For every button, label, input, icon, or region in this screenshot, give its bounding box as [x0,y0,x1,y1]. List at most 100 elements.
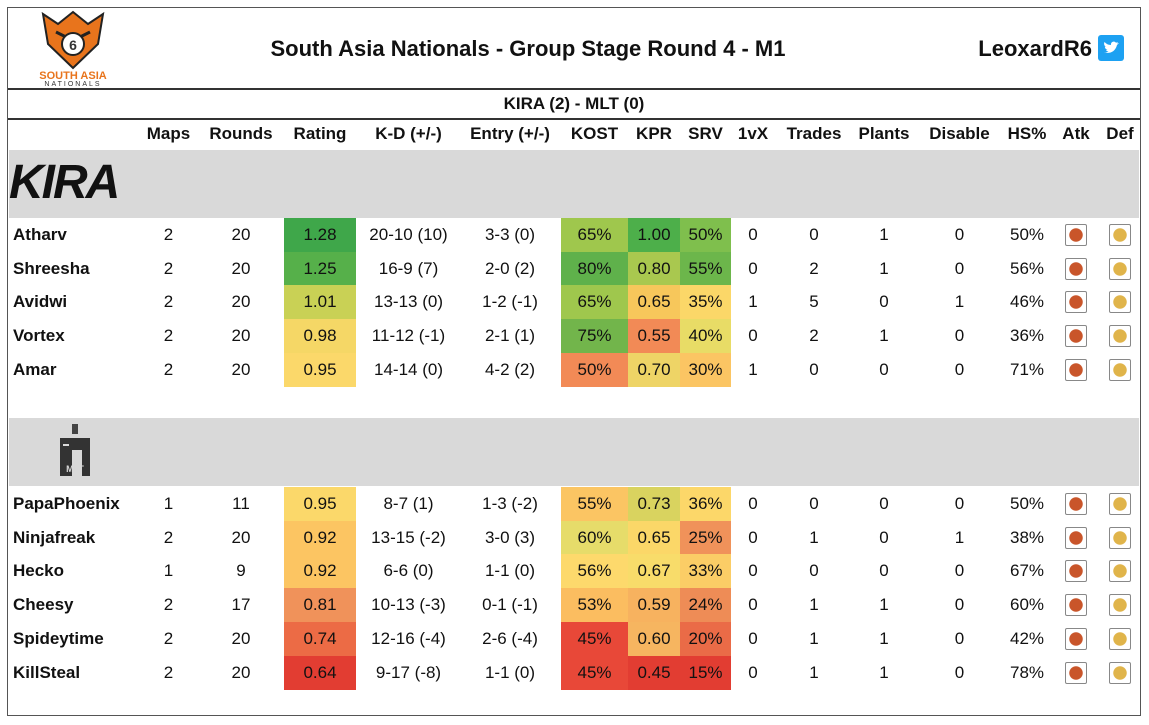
cell-onevx: 0 [748,628,758,648]
cell-rating: 1.01 [284,285,356,320]
cell-disable: 0 [954,662,965,682]
cell-rating: 0.95 [284,487,356,521]
team-banner-mlt: MLT [9,418,1139,486]
cell-plants: 1 [879,225,889,244]
team-logo-mlt: MLT [54,424,96,482]
cell-disable: 1 [954,527,965,547]
cell-kd: 12-16 (-4) [371,628,446,648]
player-name: Hecko [13,561,65,581]
cell-trades: 2 [809,326,819,346]
cell-plants: 1 [879,628,889,648]
operator-mask-icon [1065,493,1087,515]
cell-maps: 2 [163,359,174,379]
operator-yellow-web-icon [1109,224,1131,246]
player-row: Amar 2 20 0.95 14-14 (0) 4-2 (2) 50% 0.70 30% 1 0 0… [8,352,1140,387]
cell-rating: 0.92 [284,520,356,555]
cell-kpr: 0.55 [628,319,680,354]
cell-trades: 0 [809,359,819,379]
cell-onevx: 0 [748,258,758,278]
cell-trades: 2 [809,258,819,278]
cell-kd: 13-13 (0) [374,292,443,312]
operator-red-lotus-icon [1109,493,1131,515]
cell-trades: 0 [809,225,819,244]
cell-rating: 0.74 [284,621,356,656]
cell-entry: 2-1 (1) [484,326,536,346]
cell-kd: 11-12 (-1) [371,326,446,346]
cell-srv: 24% [680,588,731,623]
header: 6 SOUTH ASIA NATIONALS South Asia Nation… [8,8,1140,90]
cell-rounds: 20 [231,326,251,346]
player-row: Hecko 1 9 0.92 6-6 (0) 1-1 (0) 56% 0.67 33% 0 0 0 0 6… [8,554,1140,589]
cell-srv: 30% [680,352,731,387]
cell-kost: 50% [561,352,628,387]
cell-hs: 56% [1009,258,1045,278]
cell-entry: 1-1 (0) [484,662,536,682]
cell-trades: 1 [809,628,819,648]
cell-kpr: 0.60 [628,621,680,656]
cell-rounds: 20 [231,662,251,682]
logo-text-line1: SOUTH ASIA [39,70,107,82]
cell-kost: 45% [561,655,628,690]
team-banner-kira: KIRA [9,150,1139,218]
author-handle[interactable]: LeoxardR6 [978,36,1092,61]
cell-plants: 1 [879,326,889,346]
cell-hs: 67% [1009,561,1045,581]
cell-rounds: 17 [231,595,251,615]
operator-red-lotus-icon [1109,257,1131,280]
cell-maps: 2 [163,527,174,547]
cell-entry: 1-1 (0) [484,561,536,581]
cell-kpr: 0.59 [628,588,680,623]
cell-disable: 0 [954,359,965,379]
cell-onevx: 1 [748,359,758,379]
operator-wolf-icon [1065,627,1087,650]
cell-hs: 60% [1009,595,1045,615]
cell-rating: 0.98 [284,319,356,354]
operator-viking-icon [1065,325,1087,348]
cell-entry: 4-2 (2) [484,359,536,379]
column-header-kpr: KPR [636,124,672,143]
south-asia-nationals-logo: 6 SOUTH ASIA NATIONALS [38,10,108,88]
cell-plants: 0 [879,561,889,581]
match-score: KIRA (2) - MLT (0) [8,90,1140,120]
cell-plants: 1 [879,595,889,615]
cell-trades: 5 [809,292,819,312]
cell-entry: 1-3 (-2) [482,494,538,513]
team-logo-kira: KIRA [9,156,120,209]
cell-entry: 3-3 (0) [484,225,536,244]
player-name: Spideytime [13,628,104,648]
cell-onevx: 0 [748,662,758,682]
cell-srv: 20% [680,621,731,656]
cell-rating: 1.25 [284,251,356,286]
cell-kost: 53% [561,588,628,623]
cell-hs: 50% [1009,494,1045,513]
player-name: Atharv [13,225,67,244]
twitter-icon[interactable] [1098,35,1124,61]
player-row: KillSteal 2 20 0.64 9-17 (-8) 1-1 (0) 45% 0.45 1… [8,655,1140,690]
cell-kd: 10-13 (-3) [371,595,446,615]
cell-onevx: 0 [748,527,758,547]
player-name: Vortex [13,326,65,346]
cell-trades: 0 [809,494,819,513]
player-name: Cheesy [13,595,74,615]
cell-srv: 15% [680,655,731,690]
cell-srv: 36% [680,487,731,521]
cell-rounds: 11 [232,494,250,513]
operator-yellow-web-icon [1109,325,1131,348]
cell-srv: 35% [680,285,731,320]
cell-kd: 9-17 (-8) [375,662,442,682]
operator-red-slash-icon [1065,291,1087,314]
operator-cards-icon [1065,560,1087,583]
cell-kd: 6-6 (0) [383,561,434,581]
stats-panel: 6 SOUTH ASIA NATIONALS South Asia Nation… [7,7,1141,716]
cell-kd: 13-15 (-2) [371,527,446,547]
operator-red-tower-icon [1109,594,1131,617]
cell-disable: 0 [954,628,965,648]
cell-hs: 36% [1009,326,1045,346]
operator-yellow-web-icon [1109,627,1131,650]
cell-onevx: 0 [748,225,758,244]
cell-kost: 56% [561,554,628,589]
cell-srv: 33% [680,554,731,589]
operator-green-drone-icon [1109,358,1131,381]
mlt-crest-icon [60,424,90,476]
cell-kost: 45% [561,621,628,656]
